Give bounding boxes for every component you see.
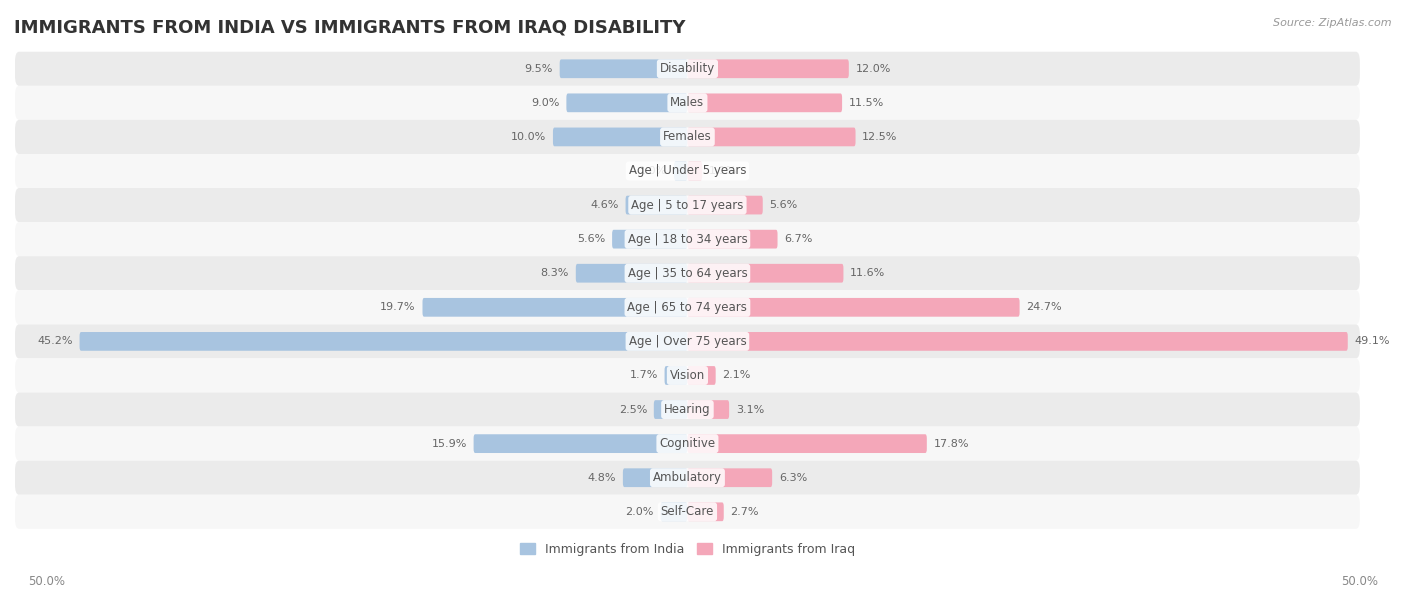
FancyBboxPatch shape [474,435,688,453]
FancyBboxPatch shape [688,196,762,214]
Text: 11.5%: 11.5% [849,98,884,108]
FancyBboxPatch shape [15,188,1360,222]
FancyBboxPatch shape [688,400,730,419]
Text: 6.7%: 6.7% [785,234,813,244]
FancyBboxPatch shape [15,359,1360,392]
Text: Self-Care: Self-Care [661,506,714,518]
FancyBboxPatch shape [688,468,772,487]
Text: Males: Males [671,96,704,110]
Text: 9.5%: 9.5% [524,64,553,74]
FancyBboxPatch shape [15,154,1360,188]
FancyBboxPatch shape [15,52,1360,86]
Legend: Immigrants from India, Immigrants from Iraq: Immigrants from India, Immigrants from I… [515,538,860,561]
Text: 11.6%: 11.6% [851,268,886,278]
Text: Hearing: Hearing [664,403,711,416]
Text: 45.2%: 45.2% [38,337,73,346]
Text: Age | 18 to 34 years: Age | 18 to 34 years [627,233,748,245]
FancyBboxPatch shape [15,256,1360,290]
FancyBboxPatch shape [15,222,1360,256]
Text: Age | 35 to 64 years: Age | 35 to 64 years [627,267,748,280]
Text: Age | 5 to 17 years: Age | 5 to 17 years [631,198,744,212]
Text: 4.6%: 4.6% [591,200,619,210]
Text: 1.0%: 1.0% [638,166,668,176]
FancyBboxPatch shape [688,332,1348,351]
FancyBboxPatch shape [626,196,688,214]
Text: 50.0%: 50.0% [1341,575,1378,588]
FancyBboxPatch shape [688,162,702,181]
Text: 8.3%: 8.3% [541,268,569,278]
FancyBboxPatch shape [688,264,844,283]
FancyBboxPatch shape [80,332,688,351]
Text: Age | Over 75 years: Age | Over 75 years [628,335,747,348]
FancyBboxPatch shape [688,94,842,112]
FancyBboxPatch shape [688,298,1019,316]
FancyBboxPatch shape [15,494,1360,529]
FancyBboxPatch shape [688,435,927,453]
Text: Ambulatory: Ambulatory [652,471,721,484]
FancyBboxPatch shape [560,59,688,78]
FancyBboxPatch shape [623,468,688,487]
Text: Females: Females [664,130,711,143]
FancyBboxPatch shape [15,120,1360,154]
Text: 49.1%: 49.1% [1354,337,1391,346]
FancyBboxPatch shape [688,59,849,78]
Text: 1.1%: 1.1% [709,166,737,176]
FancyBboxPatch shape [688,502,724,521]
Text: 2.1%: 2.1% [723,370,751,381]
Text: IMMIGRANTS FROM INDIA VS IMMIGRANTS FROM IRAQ DISABILITY: IMMIGRANTS FROM INDIA VS IMMIGRANTS FROM… [14,18,686,36]
Text: 24.7%: 24.7% [1026,302,1062,312]
FancyBboxPatch shape [567,94,688,112]
Text: 2.7%: 2.7% [731,507,759,517]
Text: 5.6%: 5.6% [576,234,606,244]
Text: 2.5%: 2.5% [619,405,647,414]
FancyBboxPatch shape [15,461,1360,494]
Text: 12.5%: 12.5% [862,132,897,142]
FancyBboxPatch shape [553,127,688,146]
FancyBboxPatch shape [688,230,778,248]
Text: 2.0%: 2.0% [626,507,654,517]
Text: 1.7%: 1.7% [630,370,658,381]
Text: 9.0%: 9.0% [531,98,560,108]
Text: 4.8%: 4.8% [588,472,616,483]
FancyBboxPatch shape [15,86,1360,120]
FancyBboxPatch shape [15,427,1360,461]
Text: 50.0%: 50.0% [28,575,65,588]
Text: 19.7%: 19.7% [380,302,416,312]
Text: Age | 65 to 74 years: Age | 65 to 74 years [627,301,748,314]
FancyBboxPatch shape [15,324,1360,359]
Text: 3.1%: 3.1% [735,405,763,414]
Text: Cognitive: Cognitive [659,437,716,450]
Text: 12.0%: 12.0% [855,64,891,74]
Text: 6.3%: 6.3% [779,472,807,483]
Text: Age | Under 5 years: Age | Under 5 years [628,165,747,177]
Text: Source: ZipAtlas.com: Source: ZipAtlas.com [1274,18,1392,28]
FancyBboxPatch shape [15,290,1360,324]
FancyBboxPatch shape [15,392,1360,427]
FancyBboxPatch shape [673,162,688,181]
Text: Disability: Disability [659,62,716,75]
FancyBboxPatch shape [422,298,688,316]
FancyBboxPatch shape [654,400,688,419]
Text: 17.8%: 17.8% [934,439,969,449]
FancyBboxPatch shape [665,366,688,385]
FancyBboxPatch shape [688,366,716,385]
Text: 10.0%: 10.0% [510,132,546,142]
Text: 15.9%: 15.9% [432,439,467,449]
Text: Vision: Vision [669,369,704,382]
FancyBboxPatch shape [661,502,688,521]
Text: 5.6%: 5.6% [769,200,797,210]
FancyBboxPatch shape [612,230,688,248]
FancyBboxPatch shape [688,127,855,146]
FancyBboxPatch shape [576,264,688,283]
